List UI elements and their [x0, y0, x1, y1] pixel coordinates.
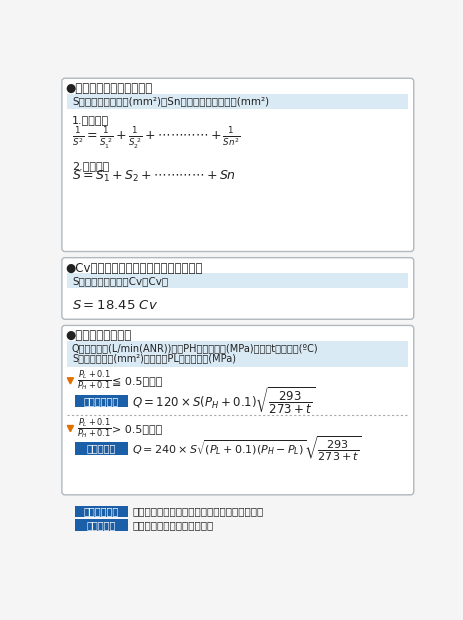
FancyBboxPatch shape: [62, 326, 413, 495]
Text: 亜音速流れ: 亜音速流れ: [87, 444, 116, 454]
Bar: [75, 505, 127, 517]
Text: ●エア流量の求め方: ●エア流量の求め方: [66, 329, 131, 342]
Bar: [75, 520, 127, 531]
Bar: [67, 341, 407, 367]
Text: S：合成有効断面積(mm²)　Sn：個々の有効断面積(mm²): S：合成有効断面積(mm²) Sn：個々の有効断面積(mm²): [72, 96, 269, 107]
Text: $\frac{P_L+0.1}{P_H+0.1}$: $\frac{P_L+0.1}{P_H+0.1}$: [77, 368, 112, 393]
Text: $S=S_1+S_2+\cdots\cdots\cdots\cdots+Sn$: $S=S_1+S_2+\cdots\cdots\cdots\cdots+Sn$: [72, 169, 236, 184]
Text: S：有効断面積　　Cv：Cv値: S：有効断面積 Cv：Cv値: [72, 276, 168, 286]
Text: ≦ 0.5のとき: ≦ 0.5のとき: [112, 376, 162, 386]
Text: $S=18.45\ Cv$: $S=18.45\ Cv$: [72, 299, 158, 312]
Text: 1.直列接続: 1.直列接続: [72, 115, 109, 125]
Text: ●合成有効断面積の求め方: ●合成有効断面積の求め方: [66, 82, 153, 95]
Text: $\frac{1}{S^2}=\frac{1}{S_1^{\ 2}}+\frac{1}{S_2^{\ 2}}+\cdots\cdots\cdots\cdots+: $\frac{1}{S^2}=\frac{1}{S_1^{\ 2}}+\frac…: [72, 125, 240, 151]
Bar: [75, 443, 127, 455]
FancyBboxPatch shape: [62, 78, 413, 252]
Bar: [67, 94, 407, 109]
Polygon shape: [67, 425, 73, 432]
Text: $Q=120\times S(P_H+0.1)\sqrt{\dfrac{293}{273+t}}$: $Q=120\times S(P_H+0.1)\sqrt{\dfrac{293}…: [132, 386, 315, 416]
Bar: [75, 395, 127, 407]
FancyBboxPatch shape: [62, 258, 413, 319]
Text: S：有効断面積(mm²)　　　　PL：下流圧力(MPa): S：有効断面積(mm²) PL：下流圧力(MPa): [72, 353, 236, 363]
Text: チョーク流れ: チョーク流れ: [84, 396, 119, 406]
Text: > 0.5のとき: > 0.5のとき: [112, 423, 162, 433]
Text: チョーク流れ: チョーク流れ: [84, 507, 119, 516]
Text: $\frac{P_L+0.1}{P_H+0.1}$: $\frac{P_L+0.1}{P_H+0.1}$: [77, 416, 112, 441]
Bar: [67, 273, 407, 288]
Text: $Q=240\times S\sqrt{(P_L+0.1)(P_H-P_L)}\sqrt{\dfrac{293}{273+t}}$: $Q=240\times S\sqrt{(P_L+0.1)(P_H-P_L)}\…: [132, 434, 362, 463]
Text: 亜音速流れ: 亜音速流れ: [87, 520, 116, 530]
Text: ●Cv値からの合値成有効断面積の求め方: ●Cv値からの合値成有効断面積の求め方: [66, 262, 203, 275]
Polygon shape: [67, 378, 73, 384]
Text: 2.並列接続: 2.並列接続: [72, 161, 109, 171]
Text: チョーク流れに達しない値。: チョーク流れに達しない値。: [132, 520, 213, 530]
Text: 機器を流れる流量の最大値。　（＝音速流れ）: 機器を流れる流量の最大値。 （＝音速流れ）: [132, 507, 263, 516]
Text: Q：空気流量(L/min(ANR))　　PH：上流圧力(MPa)　　　t　：温度(ºC): Q：空気流量(L/min(ANR)) PH：上流圧力(MPa) t ：温度(ºC…: [72, 343, 318, 353]
